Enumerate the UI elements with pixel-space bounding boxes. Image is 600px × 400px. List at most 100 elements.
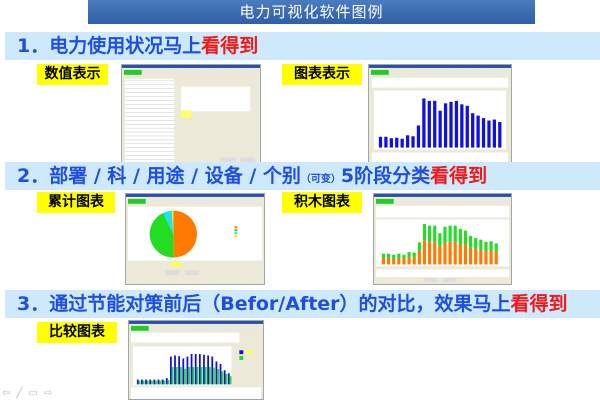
tag-compare: 比较图表	[37, 322, 117, 343]
bar-segment	[484, 250, 488, 265]
data-grid	[375, 269, 510, 278]
window-tab	[130, 325, 149, 331]
slide-title: 电力可视化软件图例	[88, 0, 535, 24]
bar-segment	[484, 241, 488, 251]
bar-segment	[494, 252, 498, 265]
section-3-heading: 3．通过节能对策前后（Befor/After）的对比，效果马上看得到	[5, 290, 600, 318]
tag-numeric: 数值表示	[37, 64, 108, 85]
info-panel	[130, 332, 240, 343]
bar-segment	[412, 257, 416, 265]
bar-segment	[433, 225, 437, 242]
bar	[471, 113, 475, 148]
bar-segment	[469, 235, 473, 248]
bar-segment	[474, 238, 478, 249]
bar-segment	[474, 248, 478, 265]
prev-icon[interactable]: ⇦	[2, 388, 17, 399]
bar-segment	[407, 256, 411, 265]
pie-slice	[149, 212, 174, 258]
bar	[492, 119, 497, 148]
bar-after	[184, 368, 186, 385]
bar	[405, 135, 410, 148]
bar	[476, 115, 480, 148]
window-tab	[166, 69, 182, 75]
bar-after	[196, 366, 199, 385]
tag-cumulative: 累计图表	[37, 192, 115, 213]
info-panel	[371, 77, 509, 88]
bar	[389, 138, 393, 148]
window-titlebar	[122, 65, 260, 68]
window-tab	[189, 325, 205, 331]
heading-highlight: 看得到	[430, 165, 488, 187]
bar-segment	[381, 257, 386, 265]
bar	[411, 136, 415, 148]
bar-segment	[402, 254, 406, 259]
bar-segment	[392, 254, 396, 259]
bar-after	[188, 366, 191, 385]
heading-text: 3．通过节能对策前后（Befor/After）的对比，效果马上	[17, 293, 511, 315]
bar-before	[215, 361, 218, 385]
window-tab	[375, 198, 394, 204]
bar-segment	[392, 258, 396, 265]
bar-segment	[443, 226, 447, 243]
bar-before	[149, 379, 152, 385]
bar-before	[169, 356, 172, 385]
bar	[378, 136, 383, 148]
heading-text: 1．电力使用状况马上	[17, 35, 202, 57]
bar-segment	[417, 242, 421, 251]
window-tab	[171, 325, 187, 331]
bar-after	[146, 380, 149, 385]
bar-segment	[458, 228, 462, 244]
screenshot-pie-chart	[125, 193, 265, 285]
bar	[460, 104, 464, 148]
bar-segment	[412, 252, 416, 258]
bar-segment	[453, 241, 457, 265]
bar-after	[217, 368, 220, 385]
window-tab	[488, 69, 504, 75]
bar	[481, 118, 486, 148]
window-tab	[241, 198, 258, 204]
bar-before	[145, 379, 147, 385]
bar-segment	[397, 257, 401, 265]
heading-highlight: 看得到	[510, 293, 568, 315]
legend-swatch	[239, 356, 244, 360]
slide-nav: ⇦╱▭⇨	[2, 388, 58, 399]
bar-after	[155, 380, 157, 385]
window-tab	[417, 198, 433, 204]
window-tab	[489, 198, 505, 204]
bar-segment	[448, 225, 452, 242]
bar-after	[200, 366, 203, 385]
bar-before	[190, 353, 193, 385]
button	[240, 157, 256, 163]
bar	[487, 120, 491, 148]
button	[185, 270, 199, 276]
bar-before	[203, 354, 205, 385]
bar-segment	[489, 241, 493, 251]
bar-after	[209, 366, 211, 385]
bar-segment	[494, 243, 498, 253]
bar-before	[153, 379, 156, 385]
bar-before	[136, 379, 139, 385]
window-tab	[241, 325, 257, 331]
bar-segment	[443, 242, 447, 265]
bar-after	[229, 376, 232, 385]
window-tab	[237, 69, 254, 75]
bar-after	[138, 380, 141, 385]
legend-swatch	[234, 226, 238, 229]
bar-segment	[433, 241, 437, 265]
data-grid	[130, 387, 262, 399]
menu-icon[interactable]: ▭	[28, 388, 44, 399]
window-tab	[224, 325, 239, 331]
next-icon[interactable]: ⇨	[43, 388, 59, 399]
button	[165, 270, 180, 276]
bar-before	[219, 363, 222, 385]
button	[442, 278, 457, 283]
option	[181, 110, 191, 119]
window-titlebar	[369, 65, 511, 68]
bar-after	[204, 366, 207, 385]
bar-segment	[489, 250, 493, 265]
window-titlebar	[374, 194, 511, 197]
bar-before	[178, 356, 181, 385]
pen-icon[interactable]: ╱	[16, 388, 29, 399]
button	[170, 262, 183, 267]
pie-slice	[171, 210, 174, 235]
